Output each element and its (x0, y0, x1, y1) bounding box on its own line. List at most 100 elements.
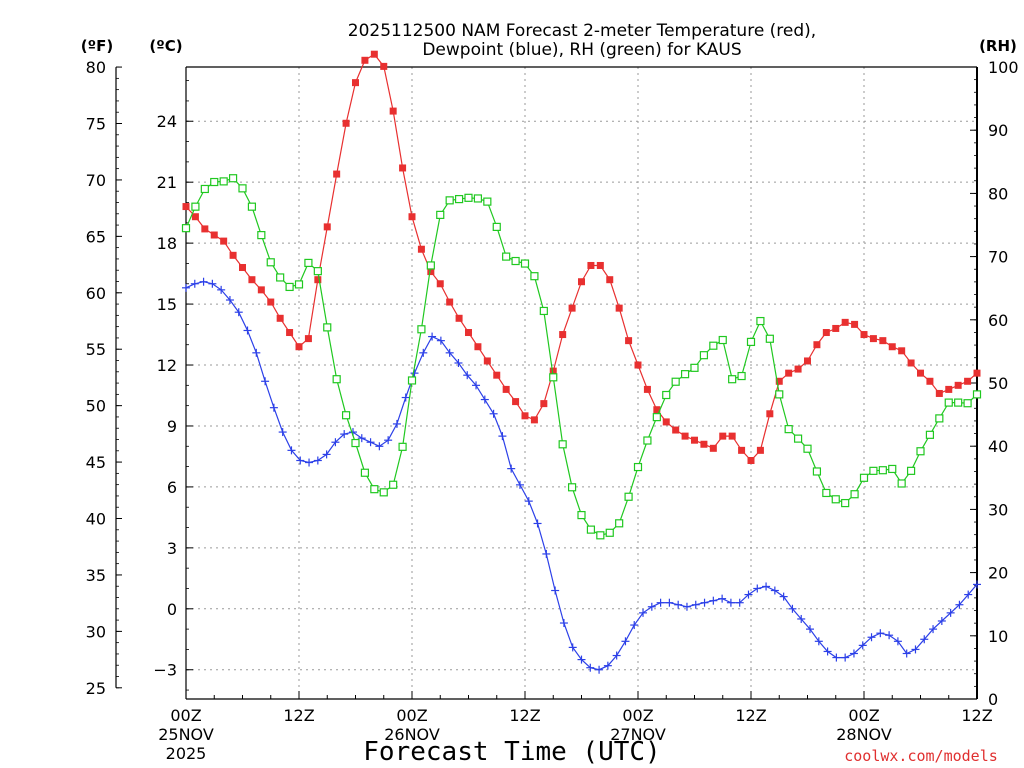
temperature-point (606, 276, 614, 284)
temperature-point (691, 436, 698, 444)
temperature-point (446, 298, 454, 306)
celsius-tick-label: 15 (157, 295, 177, 314)
rh-point (398, 442, 407, 451)
temperature-point (257, 286, 265, 294)
dewpoint-point (331, 438, 340, 447)
x-axis-label: Forecast Time (UTC) (363, 737, 660, 767)
chart-title-line1: 2025112500 NAM Forecast 2-meter Temperat… (348, 21, 816, 41)
dewpoint-point (937, 616, 946, 625)
dewpoint-point (744, 590, 753, 599)
dewpoint-point (401, 393, 410, 402)
temperature-point (728, 432, 736, 440)
temperature-point (483, 357, 491, 365)
unit-label-celsius: (ºC) (149, 37, 182, 55)
rh-point (313, 267, 322, 276)
rh-point (285, 282, 294, 292)
temperature-point (945, 385, 953, 393)
dewpoint-point (463, 371, 472, 380)
rh-point (539, 306, 548, 316)
unit-label-fahrenheit: (ºF) (81, 37, 113, 55)
temperature-point (898, 347, 906, 355)
unit-label-rh: (RH) (979, 37, 1017, 55)
rh-point (935, 414, 944, 423)
temperature-point (399, 164, 407, 172)
dewpoint-point (700, 598, 709, 607)
dewpoint-point (929, 625, 938, 634)
rh-line (185, 177, 978, 536)
dewpoint-point (322, 450, 331, 459)
dewpoint-point (269, 403, 278, 412)
fahrenheit-tick-label: 65 (86, 227, 106, 246)
fahrenheit-tick-label: 60 (86, 284, 106, 303)
dewpoint-point (410, 369, 419, 378)
rh-point (379, 488, 388, 497)
temperature-point (549, 367, 557, 375)
dewpoint-line (185, 281, 978, 671)
rh-point (888, 464, 897, 474)
celsius-tick-label: 12 (157, 356, 177, 375)
dewpoint-point (832, 653, 841, 662)
dewpoint-point (762, 582, 771, 591)
temperature-point (370, 50, 378, 58)
dewpoint-point (384, 436, 393, 445)
dewpoint-point (788, 604, 797, 613)
rh-point (445, 196, 454, 205)
rh-point (200, 184, 209, 194)
celsius-axis: −3 0 3 6 9 12 15 18 21 24 (153, 80, 193, 691)
time-tick-label: 00Z (170, 706, 201, 725)
temperature-point (766, 410, 774, 418)
rh-point (699, 351, 709, 360)
time-date-label: 26NOV (384, 725, 440, 744)
dewpoint-point (876, 629, 885, 638)
temperature-point (785, 369, 793, 377)
dewpoint-point (955, 600, 964, 609)
dewpoint-point (691, 600, 700, 609)
temperature-point (568, 304, 576, 312)
celsius-tick-label: 24 (157, 112, 177, 131)
dewpoint-point (630, 621, 639, 630)
dewpoint-point (973, 580, 981, 589)
rh-point (728, 375, 737, 384)
temperature-point (304, 335, 312, 343)
temperature-point (493, 371, 501, 379)
rh-point (775, 390, 784, 399)
rh-point (680, 370, 690, 379)
fahrenheit-tick-label: 45 (86, 453, 106, 472)
rh-point (615, 519, 624, 528)
temperature-point (229, 251, 237, 259)
dewpoint-point (612, 651, 621, 660)
temperature-point (436, 280, 444, 288)
rh-point (464, 193, 473, 202)
temperature-point (314, 276, 322, 284)
rh-point (793, 434, 803, 443)
rh-point (784, 425, 793, 434)
rh-point (906, 466, 916, 475)
dewpoint-point (480, 395, 489, 404)
celsius-tick-label: 21 (157, 173, 177, 192)
rh-tick-label: 30 (988, 500, 1008, 519)
dewpoint-point (893, 637, 902, 646)
dewpoint-point (199, 277, 208, 286)
temperature-point (738, 446, 746, 454)
temperature-line (185, 53, 978, 462)
rh-point (426, 261, 435, 270)
temperature-point (954, 381, 962, 389)
dewpoint-point (823, 647, 832, 656)
dewpoint-point (243, 326, 252, 335)
dewpoint-point (595, 665, 604, 674)
rh-point (944, 398, 953, 407)
dewpoint-point (366, 438, 375, 447)
dewpoint-point (208, 279, 217, 288)
dewpoint-point (946, 608, 955, 617)
time-tick-label: 12Z (509, 706, 540, 725)
time-date-label: 27NOV (610, 725, 666, 744)
rh-tick-label: 60 (988, 311, 1008, 330)
rh-point (210, 177, 219, 187)
temperature-point (389, 107, 397, 115)
chart-title-line2: Dewpoint (blue), RH (green) for KAUS (422, 40, 741, 60)
temperature-point (578, 278, 585, 286)
celsius-tick-label: 18 (157, 234, 177, 253)
rh-point (812, 467, 822, 476)
fahrenheit-axis: 25 30 35 40 45 50 55 60 65 70 75 80 (86, 58, 122, 698)
dewpoint-point (428, 332, 437, 341)
